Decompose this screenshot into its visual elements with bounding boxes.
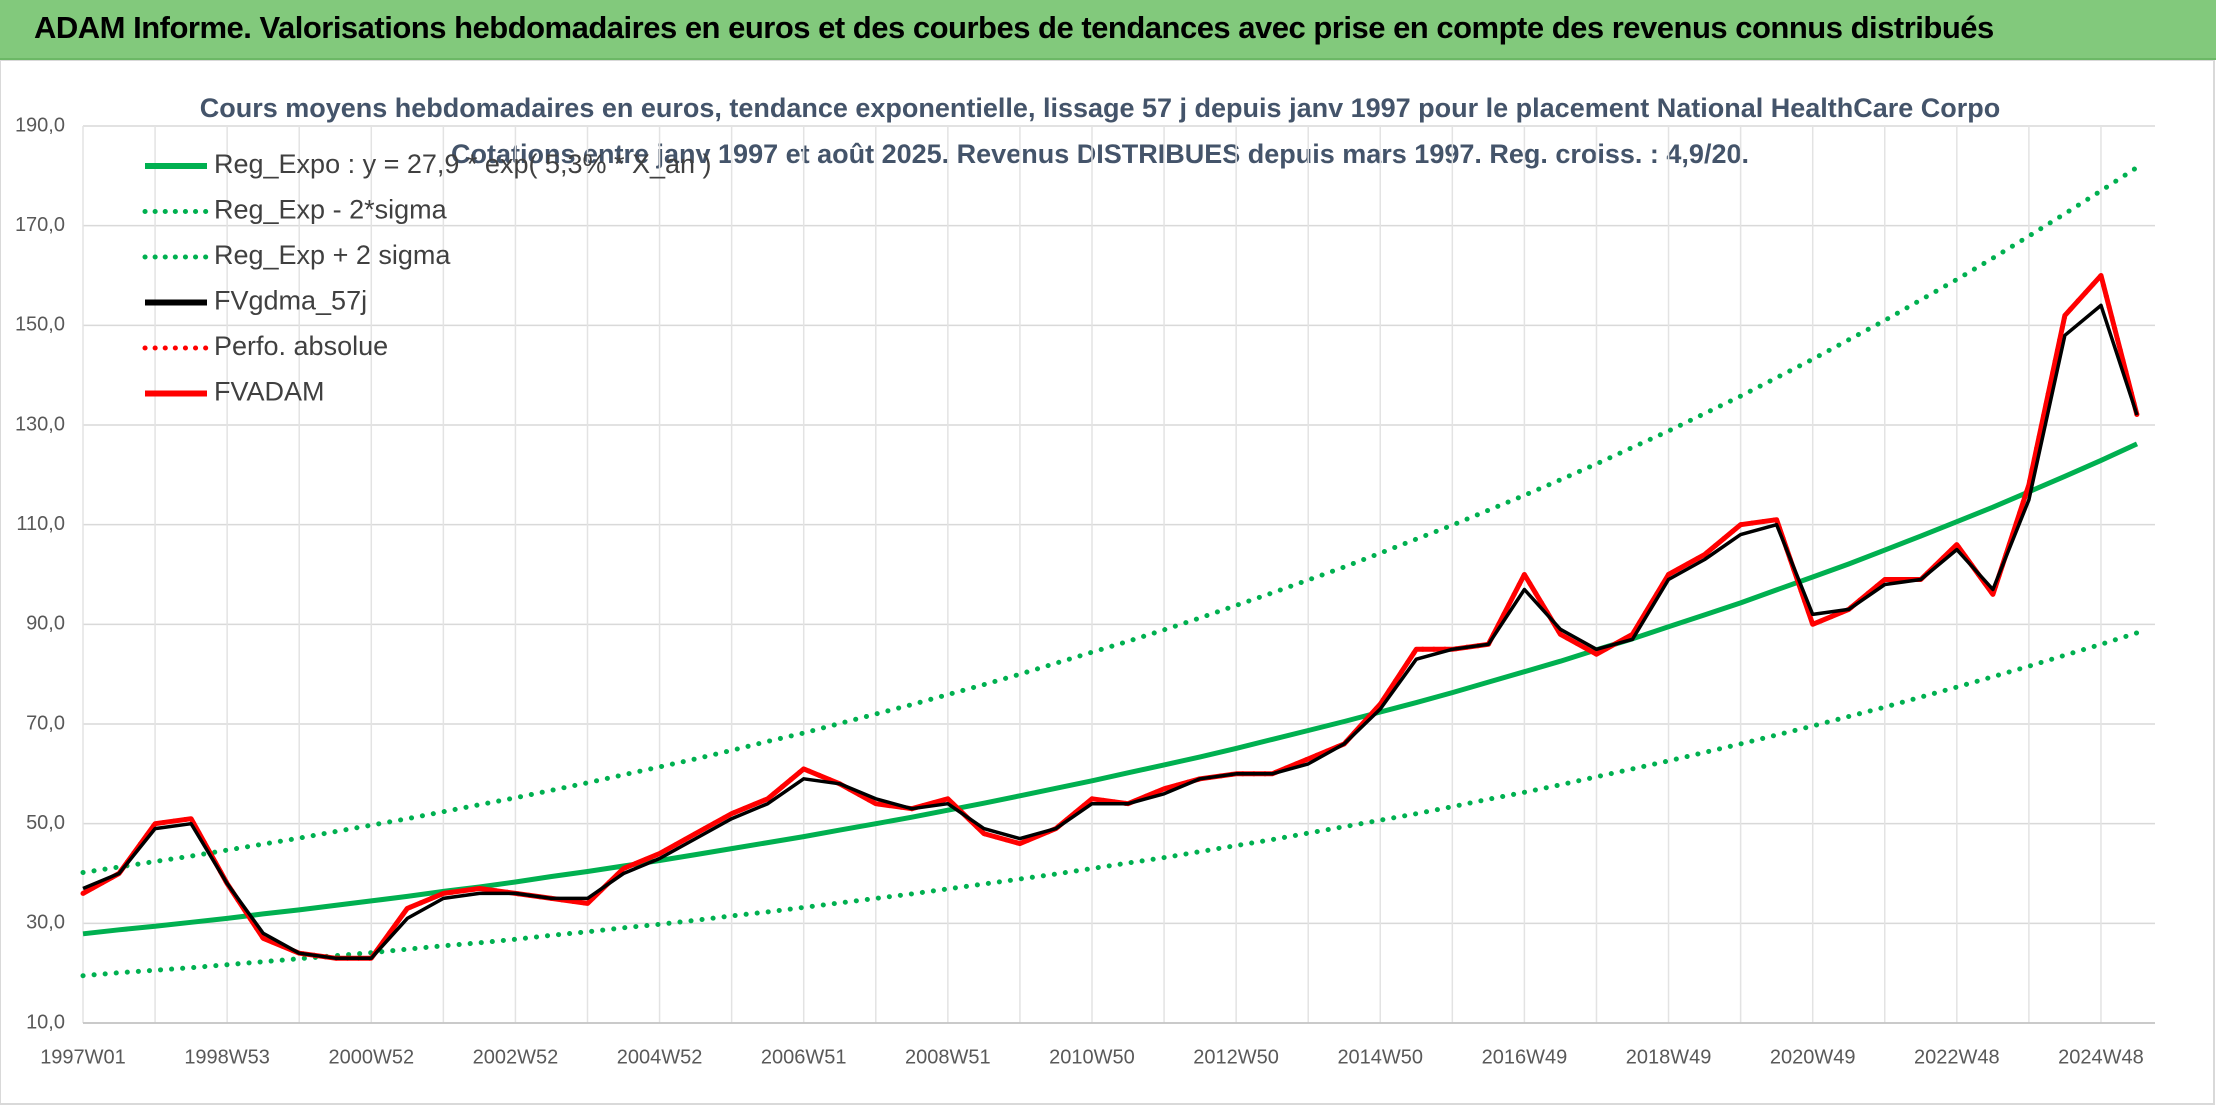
chart-subtitle: Cotations entre janv 1997 et août 2025. … (451, 139, 1749, 169)
y-tick-label: 170,0 (15, 214, 65, 236)
x-tick-label: 2014W50 (1337, 1046, 1423, 1068)
legend-label: Reg_Exp + 2 sigma (214, 240, 451, 270)
x-tick-label: 2006W51 (761, 1046, 847, 1068)
x-tick-label: 1998W53 (184, 1046, 270, 1068)
x-tick-label: 2018W49 (1626, 1046, 1712, 1068)
y-tick-label: 110,0 (16, 513, 65, 535)
y-tick-label: 30,0 (26, 912, 65, 934)
x-tick-label: 2012W50 (1193, 1046, 1279, 1068)
chart-title: Cours moyens hebdomadaires en euros, ten… (200, 93, 2001, 123)
y-tick-label: 130,0 (15, 413, 65, 435)
series-line (80, 164, 2140, 875)
x-tick-label: 2002W52 (473, 1046, 559, 1068)
x-tick-label: 2016W49 (1482, 1046, 1568, 1068)
y-tick-label: 70,0 (26, 712, 65, 734)
x-tick-label: 2010W50 (1049, 1046, 1135, 1068)
legend-label: FVADAM (214, 377, 325, 407)
series-line (82, 303, 2139, 960)
header-title: ADAM Informe. Valorisations hebdomadaire… (34, 10, 1994, 45)
x-tick-label: 2008W51 (905, 1046, 991, 1068)
x-tick-label: 2024W48 (2058, 1046, 2144, 1068)
legend-label: Reg_Expo : y = 27,9 * exp( 5,3% * X_an ) (214, 149, 712, 179)
x-tick-label: 2004W52 (617, 1046, 703, 1068)
series-line (81, 273, 2140, 961)
x-tick-label: 2022W48 (1914, 1046, 2000, 1068)
y-tick-label: 150,0 (15, 314, 65, 336)
series-line (82, 441, 2139, 937)
x-tick-label: 2020W49 (1770, 1046, 1856, 1068)
y-tick-label: 90,0 (26, 613, 65, 635)
chart: Cours moyens hebdomadaires en euros, ten… (0, 60, 2215, 1105)
legend-label: Reg_Exp - 2*sigma (214, 195, 448, 225)
chart-border (0, 60, 2215, 1105)
x-tick-label: 1997W01 (40, 1046, 126, 1068)
y-tick-label: 50,0 (26, 812, 65, 834)
legend-label: Perfo. absolue (214, 331, 388, 361)
y-tick-label: 190,0 (15, 114, 65, 136)
x-tick-label: 2000W52 (328, 1046, 414, 1068)
header-bar: ADAM Informe. Valorisations hebdomadaire… (0, 0, 2216, 60)
legend-label: FVgdma_57j (214, 286, 367, 316)
y-tick-label: 10,0 (26, 1011, 65, 1033)
series-line (80, 630, 2140, 979)
